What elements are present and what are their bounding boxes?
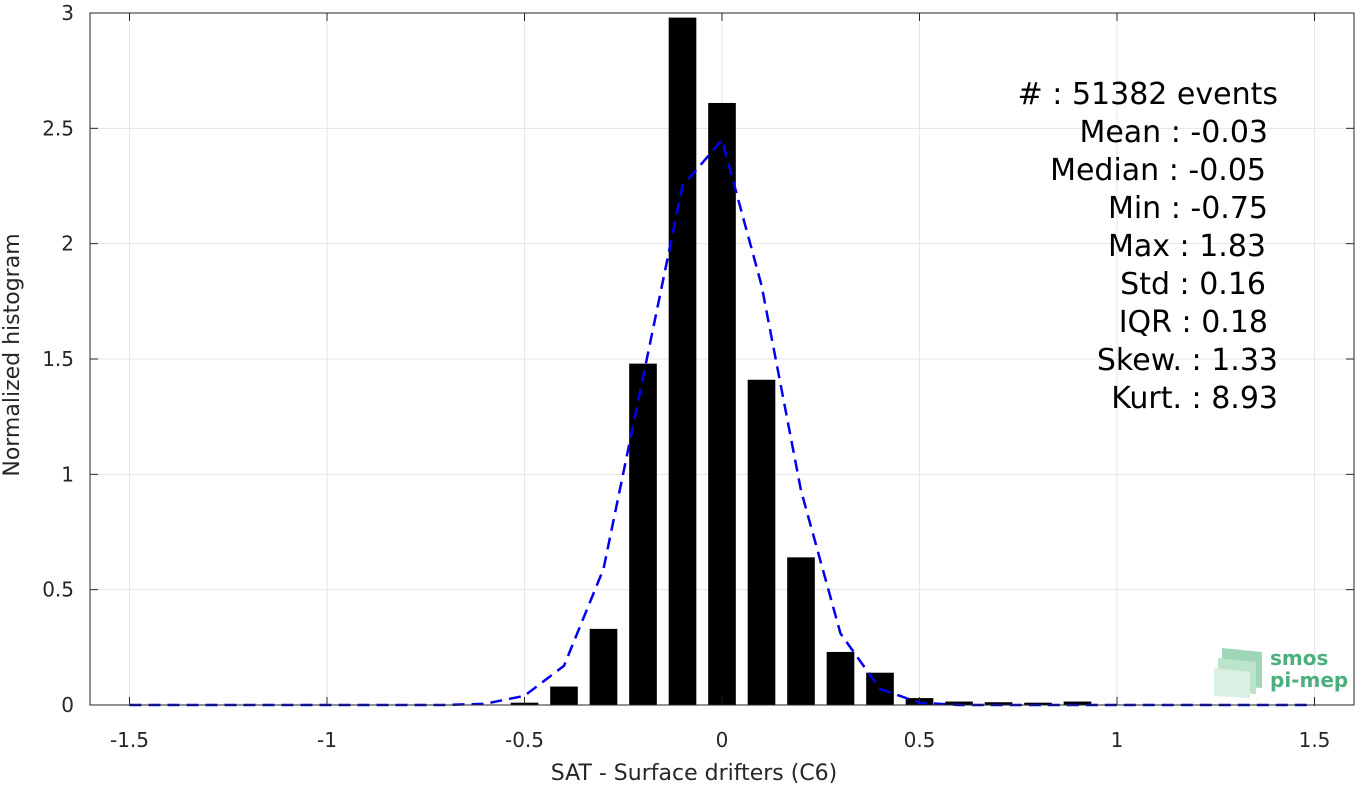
logo-text-smos: smos (1270, 646, 1328, 670)
x-axis-label: SAT - Surface drifters (C6) (551, 761, 838, 785)
stat-line: Std : 0.16 (1120, 267, 1266, 302)
y-tick-label: 0.5 (42, 578, 74, 602)
histogram-bar (787, 557, 815, 705)
histogram-bar (629, 363, 657, 705)
x-tick-label: 0.5 (904, 728, 936, 752)
histogram-bar (1063, 701, 1092, 705)
histogram-bar (550, 686, 578, 705)
y-axis-ticks: 0 0.5 1 1.5 2 2.5 3 (42, 1, 1354, 717)
y-tick-label: 2 (61, 232, 74, 256)
stat-line: Min : -0.75 (1108, 191, 1268, 226)
stat-line: Kurt. : 8.93 (1111, 381, 1278, 416)
stat-line: Mean : -0.03 (1079, 115, 1268, 150)
stat-line: IQR : 0.18 (1119, 305, 1268, 340)
x-tick-label: -1 (317, 728, 337, 752)
x-tick-label: 1.5 (1299, 728, 1331, 752)
y-tick-label: 2.5 (42, 116, 74, 140)
y-axis-label: Normalized histogram (0, 233, 25, 476)
y-tick-label: 3 (61, 1, 74, 25)
histogram-bar (826, 651, 855, 705)
y-tick-label: 0 (61, 693, 74, 717)
histogram-bar (747, 379, 776, 705)
x-tick-label: -1.5 (110, 728, 149, 752)
x-tick-label: 1 (1111, 728, 1124, 752)
histogram-bar (984, 702, 1013, 705)
histogram-bar (589, 628, 618, 705)
x-tick-label: -0.5 (505, 728, 544, 752)
histogram-bar (668, 17, 697, 705)
x-axis-ticks: -1.5 -1 -0.5 0 0.5 1 1.5 (110, 13, 1330, 752)
x-tick-label: 0 (716, 728, 729, 752)
stat-line: # : 51382 events (1018, 77, 1278, 112)
y-tick-label: 1 (61, 462, 74, 486)
histogram-bar (945, 701, 973, 705)
stat-line: Max : 1.83 (1108, 229, 1266, 264)
smos-pimep-logo: smos pi-mep (1214, 646, 1348, 698)
logo-text-pimep: pi-mep (1270, 668, 1348, 692)
bars (510, 17, 1092, 705)
y-tick-label: 1.5 (42, 347, 74, 371)
stat-line: Skew. : 1.33 (1097, 343, 1278, 378)
histogram-bar (708, 102, 736, 705)
stat-line: Median : -0.05 (1050, 153, 1266, 188)
logo-icon (1214, 648, 1262, 698)
